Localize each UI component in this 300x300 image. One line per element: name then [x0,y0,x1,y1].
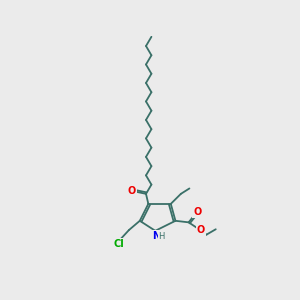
Text: O: O [197,225,205,235]
Text: N: N [152,231,160,241]
Text: O: O [128,186,136,196]
Text: H: H [158,232,165,241]
Text: Cl: Cl [113,239,124,249]
Text: O: O [193,207,201,217]
